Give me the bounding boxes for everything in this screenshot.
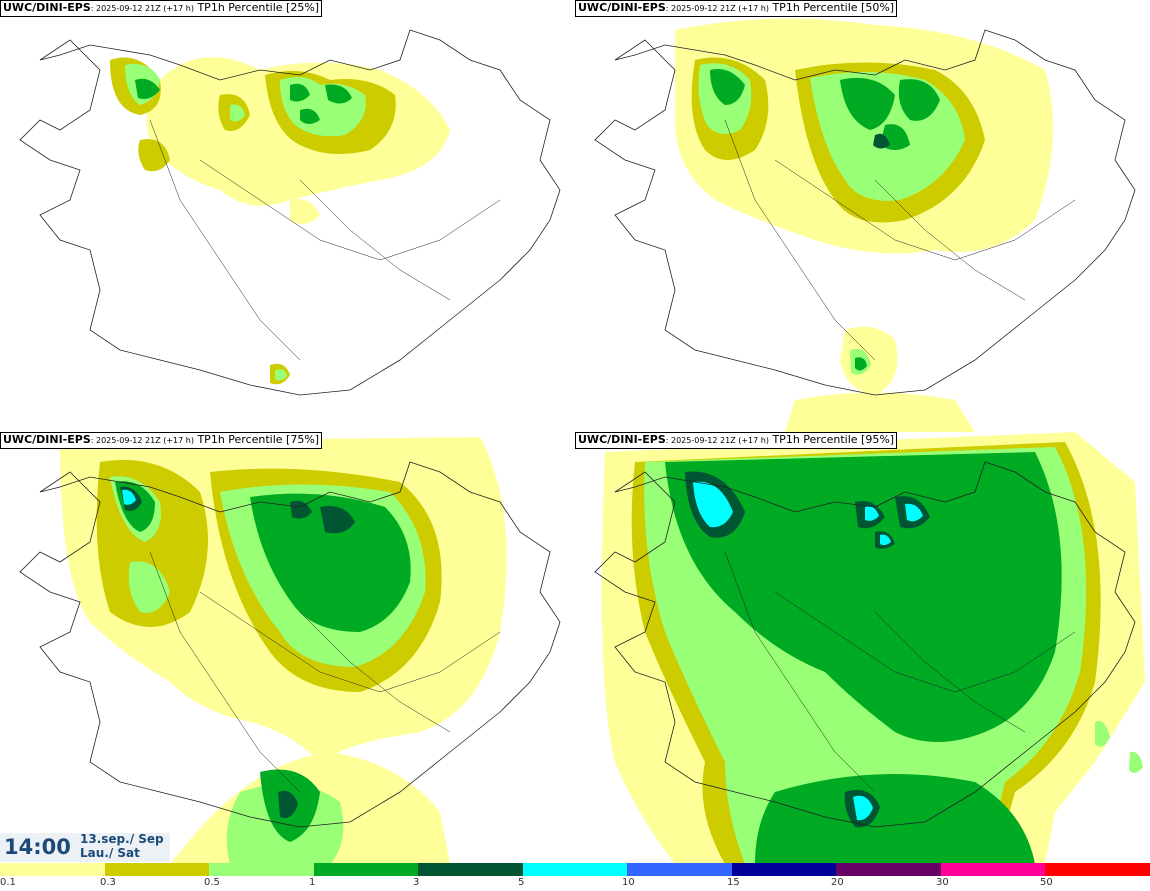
colorbar-segment [836,863,941,876]
colorbar-tick-label: 5 [518,877,525,888]
valid-date-line2: Lau./ Sat [80,846,140,860]
colorbar-segment [0,863,105,876]
precip-map-p75 [19,437,561,864]
colorbar-segment [1045,863,1150,876]
valid-time-box: 14:00 13.sep./ Sep Lau./ Sat [0,832,170,862]
colorbar-segment [209,863,314,876]
colorbar-tick-label: 0.3 [100,877,116,888]
colorbar-tick-label: 1 [309,877,316,888]
precip-map-p95 [594,432,1145,864]
map-panel-p25: UWC/DINI-EPS: 2025-09-12 21Z (+17 h) TP1… [0,0,575,432]
colorbar-tick-label: 10 [622,877,635,888]
panel-title: UWC/DINI-EPS: 2025-09-12 21Z (+17 h) TP1… [575,432,898,449]
colorbar-segment [522,863,628,876]
colorbar-tick-label: 30 [936,877,949,888]
colorbar-tick-label: 3 [413,877,420,888]
model-name: UWC/DINI-EPS [578,1,666,14]
run-time: : 2025-09-12 21Z (+17 h) [90,4,194,13]
colorbar-tick-labels: 0.1 0.3 0.5 1 3 5 10 15 20 30 50 [0,876,1150,891]
run-time: : 2025-09-12 21Z (+17 h) [665,436,769,445]
colorbar-segment [104,863,210,876]
model-name: UWC/DINI-EPS [3,1,91,14]
colorbar-tick-label: 0.5 [204,877,220,888]
map-panel-p75: UWC/DINI-EPS: 2025-09-12 21Z (+17 h) TP1… [0,432,575,864]
map-panel-p95: UWC/DINI-EPS: 2025-09-12 21Z (+17 h) TP1… [575,432,1150,864]
panel-title: UWC/DINI-EPS: 2025-09-12 21Z (+17 h) TP1… [0,0,323,17]
colorbar-segment [418,863,523,876]
field-label: TP1h Percentile [25%] [193,1,320,14]
precip-map-p50 [594,18,1136,432]
colorbar-tick-label: 20 [831,877,844,888]
model-name: UWC/DINI-EPS [578,433,666,446]
colorbar-segment [627,863,732,876]
valid-date-line1: 13.sep./ Sep [80,832,164,846]
field-label: TP1h Percentile [75%] [193,433,320,446]
colorbar-segment [731,863,837,876]
colorbar-segment [940,863,1046,876]
colorbar-tick-label: 15 [727,877,740,888]
field-label: TP1h Percentile [95%] [768,433,895,446]
field-label: TP1h Percentile [50%] [768,1,895,14]
colorbar-tick-label: 0.1 [0,877,16,888]
panel-title: UWC/DINI-EPS: 2025-09-12 21Z (+17 h) TP1… [575,0,898,17]
map-panel-p50: UWC/DINI-EPS: 2025-09-12 21Z (+17 h) TP1… [575,0,1150,432]
colorbar-segment [313,863,419,876]
run-time: : 2025-09-12 21Z (+17 h) [665,4,769,13]
precip-map-p25 [19,29,561,396]
colorbar-tick-label: 50 [1040,877,1053,888]
run-time: : 2025-09-12 21Z (+17 h) [90,436,194,445]
model-name: UWC/DINI-EPS [3,433,91,446]
precip-colorbar [0,863,1150,876]
panel-title: UWC/DINI-EPS: 2025-09-12 21Z (+17 h) TP1… [0,432,323,449]
valid-time-clock: 14:00 [4,835,71,859]
